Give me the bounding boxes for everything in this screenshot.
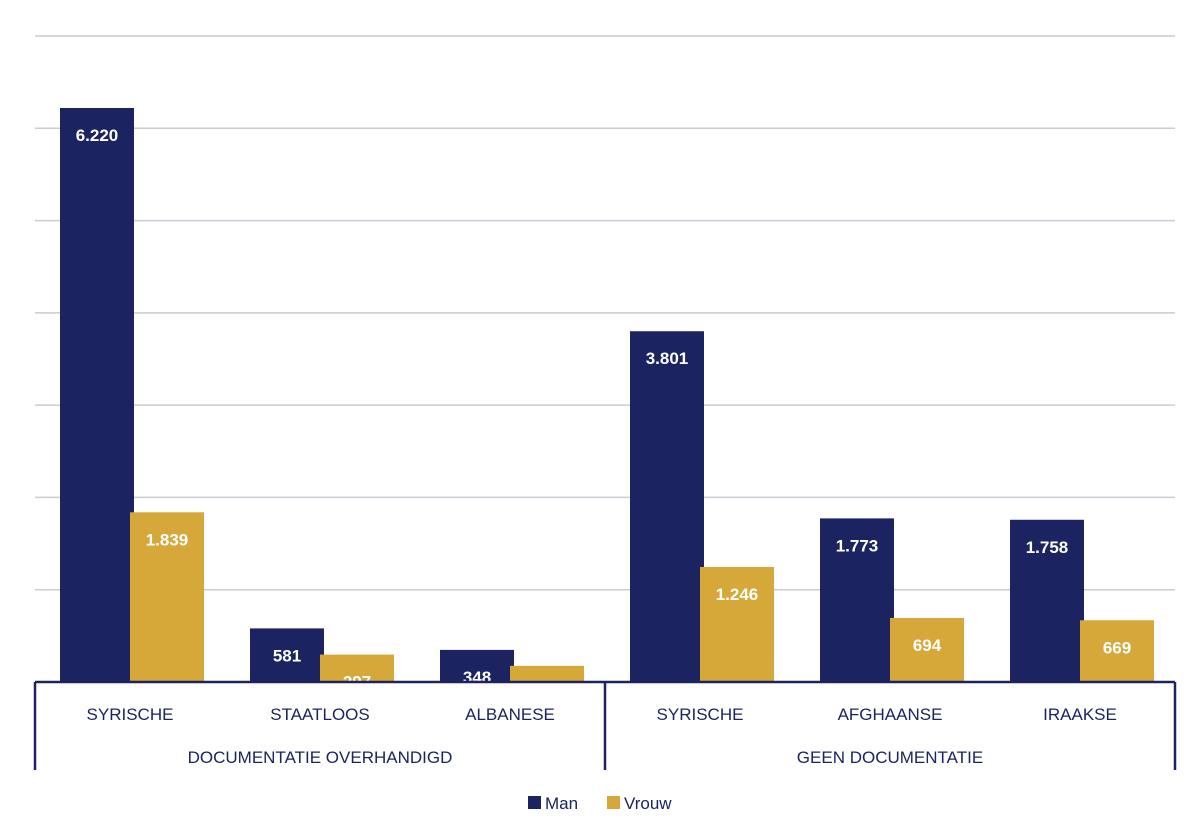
bar-value-label-man: 1.773	[836, 536, 879, 555]
bar-man	[820, 518, 894, 682]
bar-vrouw	[890, 617, 964, 682]
bar-man	[1010, 519, 1084, 682]
legend: Man Vrouw	[528, 794, 672, 813]
bar-man	[250, 628, 324, 682]
bar-value-label-man: 581	[273, 646, 301, 665]
bar-vrouw	[1080, 620, 1154, 682]
group-labels: DOCUMENTATIE OVERHANDIGD GEEN DOCUMENTATI…	[188, 748, 984, 767]
category-label: SYRISCHE	[657, 705, 744, 724]
bar-value-label-vrouw: 1.839	[146, 530, 189, 549]
bar-value-label-man: 1.758	[1026, 538, 1069, 557]
category-label: AFGHAANSE	[838, 705, 943, 724]
bar-vrouw	[130, 512, 204, 682]
category-labels: SYRISCHE STAATLOOS ALBANESE SYRISCHE AFGHAAN…	[87, 705, 1117, 724]
bar-man	[60, 108, 134, 682]
legend-label: Vrouw	[624, 794, 672, 813]
category-label: IRAAKSE	[1043, 705, 1117, 724]
x-axis	[33, 680, 1177, 770]
bar-value-label-man: 3.801	[646, 349, 689, 368]
gridlines	[35, 35, 1175, 591]
bar-value-label-vrouw: 175	[533, 684, 561, 703]
legend-swatch	[528, 796, 541, 809]
bar-value-label-vrouw: 694	[913, 636, 942, 655]
group-label: GEEN DOCUMENTATIE	[797, 748, 983, 767]
bar-vrouw	[510, 665, 584, 682]
group-label: DOCUMENTATIE OVERHANDIGD	[188, 748, 453, 767]
bar-man	[440, 649, 514, 682]
bar-value-label-man: 6.220	[76, 126, 119, 145]
category-label: STAATLOOS	[270, 705, 370, 724]
bar-value-label-man: 348	[463, 668, 491, 687]
bar-vrouw	[700, 567, 774, 682]
bars	[60, 108, 1154, 682]
legend-swatch	[607, 796, 620, 809]
bar-value-label-vrouw: 669	[1103, 638, 1131, 657]
legend-label: Man	[545, 794, 578, 813]
bar-man	[630, 331, 704, 682]
bar-vrouw	[320, 654, 394, 682]
category-label: ALBANESE	[465, 705, 555, 724]
category-label: SYRISCHE	[87, 705, 174, 724]
bar-value-label-vrouw: 1.246	[716, 585, 759, 604]
